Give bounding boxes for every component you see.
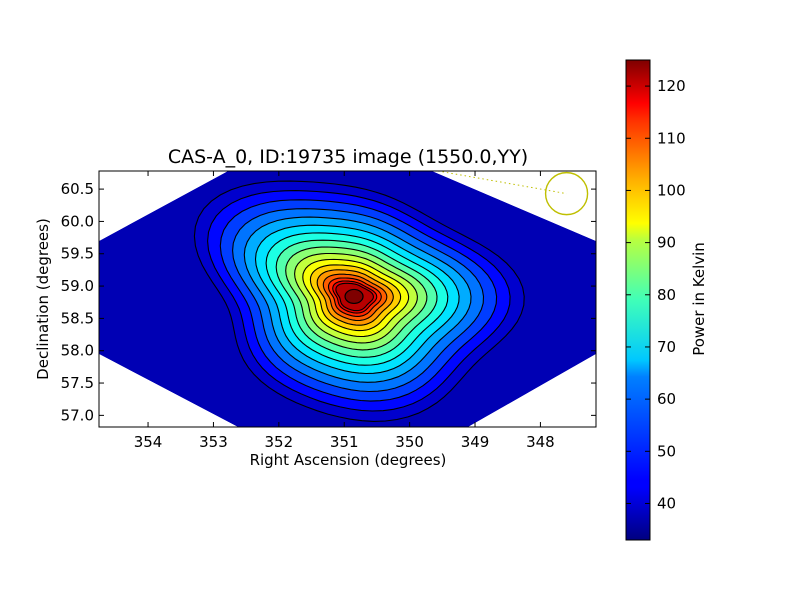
colorbar-tick-label: 50	[657, 442, 676, 460]
y-tick-label: 58.5	[61, 309, 94, 327]
colorbar-tick-label: 60	[657, 390, 676, 408]
contour-line	[207, 190, 511, 412]
contour-line	[219, 199, 498, 402]
chart-title: CAS-A_0, ID:19735 image (1550.0,YY)	[168, 146, 528, 168]
contour-line	[265, 232, 449, 366]
y-tick-label: 59.5	[61, 245, 94, 263]
x-tick-label: 354	[134, 433, 163, 451]
colorbar-ticks: 40 50 60 70 80 90 100 110 120	[626, 77, 686, 512]
contour-line	[275, 239, 438, 358]
colorbar-label: Power in Kelvin	[690, 242, 708, 356]
beam-pointer-line	[437, 171, 567, 195]
contour-line	[294, 252, 418, 344]
contour-line	[254, 224, 460, 375]
x-axis-label: Right Ascension (degrees)	[250, 451, 447, 469]
plot-frame	[98, 170, 597, 428]
y-axis-ticks: 57.0 57.5 58.0 58.5 59.0 59.5 60.0 60.5	[61, 180, 596, 424]
contour-line	[193, 180, 525, 422]
y-tick-label: 58.0	[61, 342, 94, 360]
contour-line	[322, 273, 388, 322]
contour-line	[332, 280, 378, 314]
colorbar-tick-label: 110	[657, 129, 686, 147]
peak-marker	[344, 288, 364, 305]
y-tick-label: 57.5	[61, 374, 94, 392]
x-tick-label: 348	[526, 433, 555, 451]
y-tick-label: 60.5	[61, 180, 94, 198]
contour-line	[285, 246, 428, 351]
contour-line	[232, 208, 485, 393]
beam-marker	[544, 171, 589, 216]
y-axis-label: Declination (degrees)	[34, 218, 52, 380]
x-tick-label: 349	[461, 433, 490, 451]
y-tick-label: 57.0	[61, 406, 94, 424]
contour-lines	[193, 180, 525, 422]
sky-map	[99, 171, 596, 427]
colorbar-tick-label: 70	[657, 338, 676, 356]
colorbar-tick-label: 100	[657, 181, 686, 199]
contour-line	[309, 264, 402, 332]
colorbar-tick-label: 40	[657, 494, 676, 512]
x-tick-label: 352	[265, 433, 294, 451]
colorbar-tick-label: 120	[657, 77, 686, 95]
plot-area	[99, 171, 596, 427]
colorbar	[625, 59, 651, 541]
contour-line	[302, 258, 410, 338]
y-tick-label: 59.0	[61, 277, 94, 295]
colorbar-tick-label: 80	[657, 286, 676, 304]
y-tick-label: 60.0	[61, 212, 94, 230]
contour-line	[243, 216, 472, 383]
colorbar-tick-label: 90	[657, 234, 676, 252]
contour-line	[327, 277, 382, 317]
x-tick-label: 351	[330, 433, 359, 451]
contour-line	[316, 269, 394, 326]
x-tick-label: 350	[395, 433, 424, 451]
x-tick-label: 353	[199, 433, 228, 451]
x-axis-ticks: 354 353 352 351 350 349 348	[134, 171, 555, 451]
contour-line	[335, 282, 374, 312]
